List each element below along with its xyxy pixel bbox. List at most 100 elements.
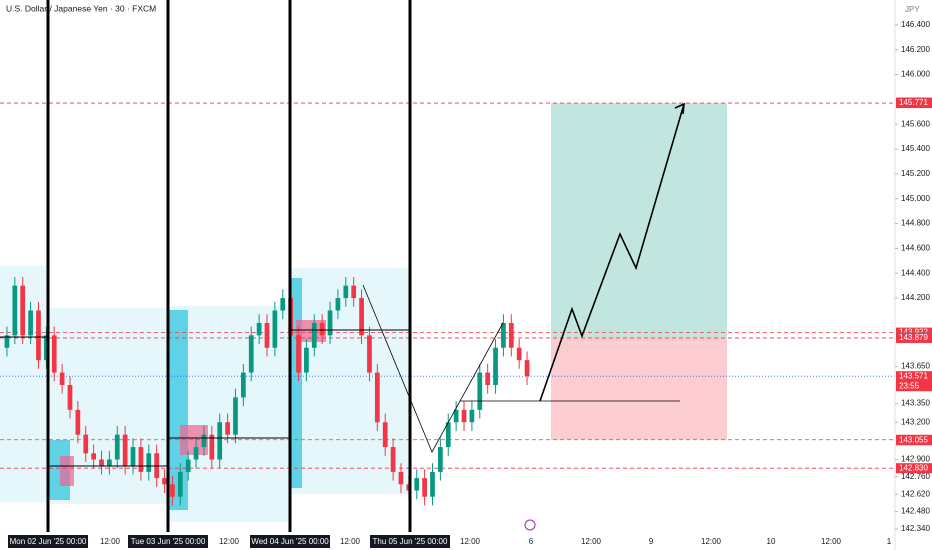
candle-body — [453, 409, 459, 423]
candle-body — [327, 310, 333, 336]
candle-body — [296, 335, 301, 373]
candle-body — [422, 478, 427, 497]
candle-body — [445, 422, 451, 448]
candle-body — [240, 372, 246, 398]
profit-zone — [551, 103, 727, 338]
y-tick-label: 145.200 — [901, 169, 930, 178]
price-label: 143.055 — [899, 435, 928, 444]
price-axis — [895, 0, 932, 550]
candle-body — [28, 310, 33, 336]
candle-body — [367, 335, 372, 373]
time-label: 9 — [649, 537, 654, 546]
time-label: 12:00 — [100, 537, 121, 546]
zigzag — [362, 284, 504, 453]
axis-labels: 145.775145.771143.922143.883143.879143.5… — [8, 20, 932, 548]
time-label: 12:00 — [581, 537, 602, 546]
candle-body — [201, 434, 207, 448]
loss-zone — [551, 337, 727, 440]
price-label-bg — [896, 435, 932, 446]
price-label-bg — [896, 332, 932, 343]
time-label: Mon 02 Jun '25 00:00 — [10, 537, 87, 546]
time-label: Wed 04 Jun '25 00:00 — [251, 537, 329, 546]
candle-body — [4, 335, 10, 348]
candle-body — [83, 434, 89, 454]
candle-body — [91, 453, 96, 460]
candle-body — [374, 372, 380, 423]
time-label: 12:00 — [340, 537, 361, 546]
candle-body — [493, 347, 498, 386]
candle-body — [185, 459, 191, 472]
candle-body — [438, 447, 443, 472]
price-label: 143.879 — [899, 333, 928, 342]
time-label-bg — [128, 535, 208, 548]
candle-body — [225, 422, 230, 435]
candle-body — [343, 285, 349, 299]
time-label: Thu 05 Jun '25 00:00 — [373, 537, 448, 546]
candle-body — [130, 447, 136, 466]
candle-body — [272, 310, 278, 348]
candle-body — [122, 434, 128, 466]
y-tick-label: 143.650 — [901, 361, 930, 370]
candle-body — [177, 471, 183, 497]
y-tick-label: 142.480 — [901, 507, 930, 516]
profile-bars — [296, 320, 326, 342]
candle-body — [280, 298, 286, 311]
y-tick-label: 143.200 — [901, 417, 930, 426]
position-tool[interactable] — [551, 103, 727, 440]
candle-body — [516, 347, 522, 361]
time-label: 6 — [529, 537, 534, 546]
drawings — [0, 0, 685, 532]
price-label-bg — [896, 463, 932, 474]
candle-body — [43, 335, 49, 361]
candle-body — [469, 409, 475, 423]
price-label: 143.922 — [899, 328, 928, 337]
candle-body — [12, 285, 18, 336]
candle-body — [264, 322, 270, 348]
profile-area — [168, 306, 290, 522]
time-label: 12:00 — [821, 537, 842, 546]
candle-body — [304, 347, 309, 373]
time-label-bg — [370, 535, 450, 548]
candle-body — [477, 372, 483, 410]
candle-body — [311, 322, 317, 348]
y-tick-label: 146.400 — [901, 20, 930, 29]
projection-arrow — [539, 103, 685, 402]
candle-body — [75, 409, 81, 435]
y-tick-label: 145.000 — [901, 194, 930, 203]
y-tick-label: 144.600 — [901, 244, 930, 253]
y-tick-label: 142.620 — [901, 489, 930, 498]
y-tick-label: 146.000 — [901, 70, 930, 79]
time-label-bg — [250, 535, 330, 548]
candle-body — [501, 322, 506, 348]
candle-body — [461, 409, 467, 423]
candle-body — [146, 453, 152, 472]
y-tick-label: 144.400 — [901, 268, 930, 277]
candle-body — [398, 471, 404, 485]
candle-body — [36, 310, 41, 361]
candle-body — [138, 447, 144, 472]
candle-body — [209, 434, 215, 460]
profile-bars — [168, 310, 188, 510]
y-tick-label: 144.200 — [901, 293, 930, 302]
candle-body — [114, 434, 120, 460]
y-tick-label: 145.600 — [901, 119, 930, 128]
candle-body — [67, 385, 73, 410]
candle-body — [51, 335, 57, 373]
price-label: 142.830 — [899, 463, 928, 472]
countdown: 23:55 — [899, 381, 920, 390]
candle-body — [319, 322, 325, 336]
y-tick-label: 144.800 — [901, 219, 930, 228]
y-tick-label: 142.900 — [901, 455, 930, 464]
price-label: 145.771 — [899, 98, 928, 107]
candle-body — [20, 285, 26, 336]
candle-body — [99, 459, 104, 466]
time-label-bg — [8, 535, 88, 548]
candle-body — [193, 447, 199, 460]
y-tick-label: 145.400 — [901, 144, 930, 153]
currency: JPY — [905, 5, 920, 14]
event-icon[interactable] — [524, 519, 536, 531]
candle-body — [107, 459, 112, 466]
time-label: 12:00 — [219, 537, 240, 546]
y-tick-label: 146.200 — [901, 45, 930, 54]
